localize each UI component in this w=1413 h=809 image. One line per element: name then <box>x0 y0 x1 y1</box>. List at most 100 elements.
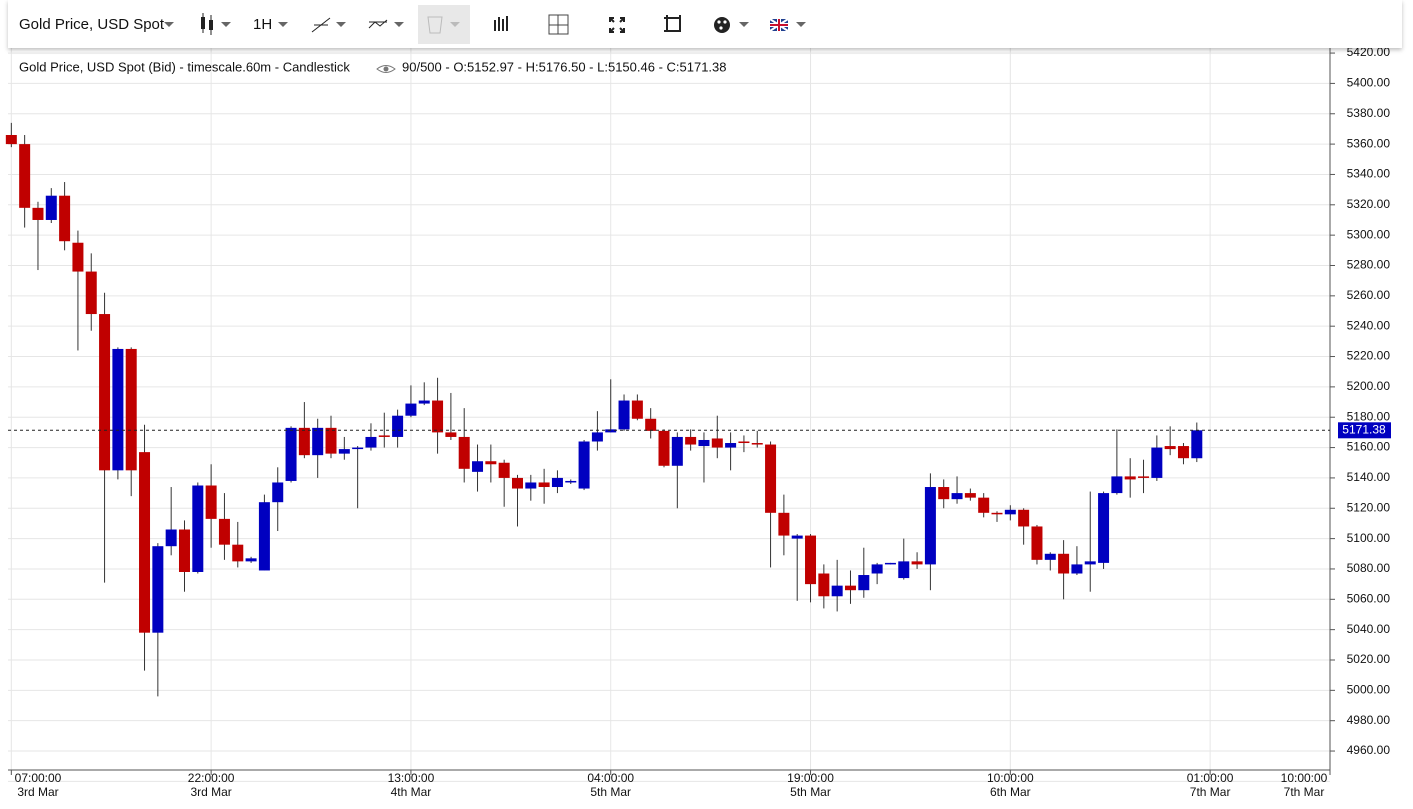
candle-body <box>858 575 870 591</box>
candle-body <box>5 135 17 145</box>
symbol-name: Gold Price, USD Spot <box>19 16 165 33</box>
candle-body <box>418 400 430 404</box>
candles <box>5 122 1203 697</box>
x-tick-label: 19:00:00 <box>787 771 834 785</box>
candle-body <box>578 441 590 489</box>
y-tick-label: 4980.00 <box>1347 713 1391 727</box>
candle-body <box>658 430 670 466</box>
y-tick-label: 5280.00 <box>1347 258 1391 272</box>
x-tick-date: 7th Mar <box>1190 785 1231 799</box>
language-button[interactable] <box>769 18 806 32</box>
chart-stats: 90/500 - O:5152.97 - H:5176.50 - L:5150.… <box>402 59 727 74</box>
candle-body <box>458 436 470 469</box>
x-tick-label: 22:00:00 <box>188 771 235 785</box>
candle-body <box>778 512 790 536</box>
candle-body <box>725 443 737 448</box>
candle-body <box>698 439 710 447</box>
candle-body <box>685 436 697 445</box>
candle-body <box>551 477 563 488</box>
candle-body <box>618 400 630 430</box>
crosshair-button[interactable] <box>548 14 569 35</box>
last-price-box <box>1338 422 1391 439</box>
candle-body <box>924 487 936 565</box>
candle-body <box>352 447 364 450</box>
volume-button[interactable] <box>494 16 508 31</box>
y-tick-label: 4940.00 <box>1347 774 1391 788</box>
candle-body <box>818 573 830 597</box>
candle-body <box>139 452 151 633</box>
candle-body <box>711 438 723 448</box>
candle-body <box>258 502 270 571</box>
candle-body <box>498 462 510 478</box>
candle-body <box>365 436 377 448</box>
y-tick-label: 5040.00 <box>1347 622 1391 636</box>
y-tick-label: 5120.00 <box>1347 500 1391 514</box>
candle-body <box>232 544 244 562</box>
candle-body <box>538 482 550 488</box>
candle-body <box>1177 446 1189 459</box>
y-tick-label: 5400.00 <box>1347 76 1391 90</box>
candle-body <box>298 427 310 456</box>
y-axis-labels: 4940.00 4960.00 4980.00 5000.00 5020.00 5040.… <box>1330 45 1391 788</box>
candle-body <box>1018 509 1030 527</box>
x-tick-date: 3rd Mar <box>190 785 231 799</box>
candle-body <box>591 432 603 442</box>
candle-body <box>991 512 1003 515</box>
y-tick-label: 5020.00 <box>1347 652 1391 666</box>
symbol-select[interactable]: Gold Price, USD Spot <box>19 16 174 33</box>
x-tick-date: 7th Mar <box>1284 785 1325 799</box>
last-price-label: 5171.38 <box>1342 422 1386 436</box>
candle-body <box>338 449 350 454</box>
x-tick-label: 01:00:00 <box>1187 771 1234 785</box>
candle-body <box>218 518 230 545</box>
candle-body <box>59 195 71 242</box>
y-tick-label: 5140.00 <box>1347 470 1391 484</box>
toolbar: Gold Price, USD Spot 1H <box>8 0 1402 48</box>
y-tick-label: 5160.00 <box>1347 440 1391 454</box>
drawing-tools[interactable] <box>311 17 346 33</box>
candle-body <box>72 242 84 272</box>
theme-button[interactable] <box>714 17 749 33</box>
x-tick-label: 04:00:00 <box>587 771 634 785</box>
zoom-fit-button[interactable] <box>664 15 681 32</box>
candle-body <box>938 487 950 500</box>
y-tick-label: 5300.00 <box>1347 227 1391 241</box>
candle-body <box>485 461 497 465</box>
delete-button[interactable] <box>418 5 470 44</box>
candle-body <box>312 427 324 456</box>
candle-body <box>831 585 843 597</box>
candle-body <box>844 585 856 591</box>
y-tick-label: 5420.00 <box>1347 45 1391 59</box>
y-tick-label: 5060.00 <box>1347 591 1391 605</box>
candle-body <box>631 400 643 419</box>
interval-select[interactable]: 1H <box>253 16 288 33</box>
candle-body <box>911 561 923 565</box>
x-tick-date: 3rd Mar <box>17 785 58 799</box>
candle-body <box>432 400 444 433</box>
candle-body <box>964 493 976 498</box>
fullscreen-button[interactable] <box>609 17 625 33</box>
candle-body <box>898 561 910 579</box>
candle-body <box>325 427 337 454</box>
y-tick-label: 5080.00 <box>1347 561 1391 575</box>
candle-body <box>1111 476 1123 494</box>
candle-body <box>112 348 124 471</box>
x-tick-label: 10:00:00 <box>987 771 1034 785</box>
indicators[interactable] <box>368 19 404 29</box>
candle-body <box>192 485 204 572</box>
y-tick-label: 5000.00 <box>1347 683 1391 697</box>
chart-type-button[interactable] <box>201 13 231 35</box>
candle-body <box>805 535 817 585</box>
candle-body <box>1004 509 1016 515</box>
candle-body <box>19 144 31 208</box>
candle-body <box>152 546 164 633</box>
candle-body <box>511 477 523 489</box>
y-tick-label: 5320.00 <box>1347 197 1391 211</box>
toolbar-icons: Gold Price, USD Spot 1H <box>19 5 806 44</box>
candle-body <box>285 427 297 481</box>
x-tick-label: 10:00:00 <box>1281 771 1328 785</box>
candle-body <box>1138 476 1150 478</box>
candle-body <box>791 535 803 539</box>
candle-body <box>1124 476 1136 480</box>
